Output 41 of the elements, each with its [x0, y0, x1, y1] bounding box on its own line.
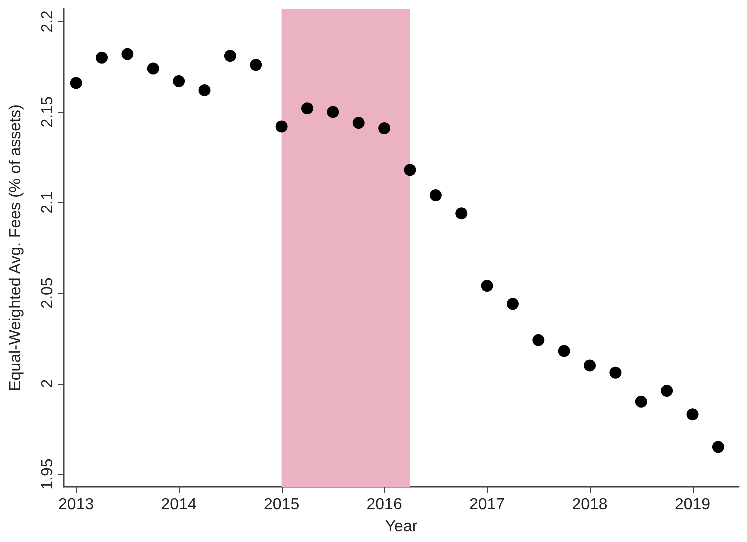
y-tick-label: 2: [40, 379, 56, 388]
point: [147, 62, 160, 75]
point: [302, 102, 314, 115]
y-tick-label: 2.15: [40, 96, 56, 128]
x-tick-label: 2014: [161, 496, 197, 514]
point: [661, 385, 674, 398]
x-tick-label: 2017: [469, 496, 506, 514]
point: [70, 77, 82, 90]
x-tick-label: 2015: [264, 496, 300, 514]
x-tick-label: 2018: [572, 496, 608, 514]
y-tick-label: 2.05: [40, 278, 56, 309]
point: [610, 366, 622, 379]
point: [327, 106, 340, 118]
y-axis-title: Equal-Weighted Avg. Fees (% of assets): [8, 104, 24, 392]
point: [378, 122, 391, 134]
point: [506, 298, 519, 310]
point: [404, 164, 416, 176]
y-tick-label: 2.2: [40, 10, 56, 33]
x-axis-title: Year: [385, 518, 418, 536]
point: [96, 52, 108, 64]
point: [276, 120, 288, 133]
point: [198, 84, 211, 96]
point: [584, 360, 596, 372]
point: [250, 59, 262, 72]
point: [224, 50, 236, 62]
point: [173, 75, 186, 88]
point: [686, 408, 699, 421]
point: [558, 345, 570, 358]
x-tick-label: 2016: [366, 496, 402, 514]
point: [532, 334, 545, 346]
point: [481, 280, 494, 292]
point: [352, 117, 365, 130]
point: [712, 441, 724, 454]
x-tick-label: 2019: [674, 496, 711, 514]
point: [456, 208, 468, 220]
x-tick-label: 2013: [58, 496, 94, 514]
y-tick-label: 1.95: [40, 458, 56, 490]
point: [122, 48, 134, 60]
point: [430, 189, 442, 202]
y-tick-label: 2.1: [40, 192, 56, 214]
point: [635, 396, 648, 408]
